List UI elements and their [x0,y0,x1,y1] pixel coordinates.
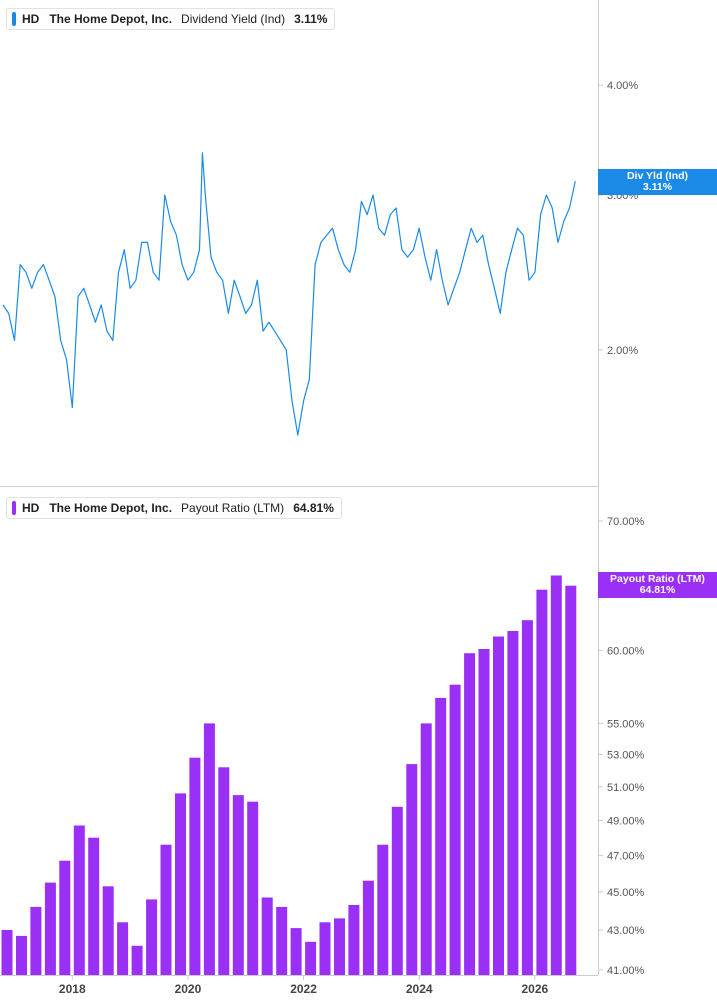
x-tick-label: 2018 [59,982,86,996]
payout-bar [391,806,403,975]
payout-bar [550,575,562,975]
legend-company: The Home Depot, Inc. [49,12,173,26]
yield-flag-value: 3.11% [642,181,673,194]
payout-bar [59,860,71,975]
payout-y-tick-label: 60.00% [607,645,645,657]
payout-bar [478,649,490,975]
x-axis: 2018 2020 2022 2024 2026 [59,975,549,996]
payout-bar [565,585,577,975]
payout-bar [435,697,447,975]
payout-bar [146,899,158,975]
payout-bar [1,930,13,975]
legend-ticker: HD [22,501,40,515]
yield-y-tick-label: 2.00% [607,345,638,357]
payout-bar [218,767,230,975]
payout-y-axis: 70.00% 60.00% 55.00% 53.00% 51.00% 49.00% 47.0… [598,516,645,977]
payout-flag-value: 64.81% [639,583,676,596]
payout-value-flag: Payout Ratio (LTM) 64.81% [598,571,717,598]
x-tick-label: 2024 [406,982,433,996]
legend-value: 3.11% [294,12,328,26]
payout-bar [247,801,259,975]
payout-y-tick-label: 43.00% [607,925,645,937]
yield-y-axis: 4.00%3.00%2.00% [598,80,638,357]
payout-bar [420,723,432,975]
payout-bar [88,837,100,975]
payout-bar [449,684,461,975]
payout-y-tick-label: 55.00% [607,718,645,730]
payout-bar [362,880,374,975]
payout-bar [117,922,129,975]
payout-bar [536,589,548,975]
payout-legend-swatch [12,501,16,515]
payout-bar [493,636,504,975]
dividend-yield-line [2,152,576,436]
payout-bar [175,793,186,975]
yield-legend-swatch [12,12,16,26]
payout-bar [30,906,42,975]
payout-bar [16,935,27,975]
payout-flag-label: Payout Ratio (LTM) [610,572,705,585]
payout-bar [521,620,533,975]
payout-bar [377,844,389,975]
payout-bar [406,764,418,975]
payout-bar [232,795,244,975]
payout-bar [44,882,56,975]
payout-bars [1,575,577,975]
payout-bar [203,723,215,975]
payout-bar [334,918,345,975]
legend-metric: Payout Ratio (LTM) [181,501,285,515]
payout-y-tick-label: 45.00% [607,887,645,899]
yield-value-flag: Div Yld (Ind) 3.11% [598,169,717,196]
legend-company: The Home Depot, Inc. [49,501,173,515]
payout-bar [319,922,331,975]
payout-bar [507,631,519,975]
payout-bar [348,905,360,975]
payout-y-tick-label: 47.00% [607,850,645,862]
payout-y-tick-label: 41.00% [607,965,645,977]
payout-bar [290,928,302,975]
payout-y-tick-label: 51.00% [607,782,645,794]
legend-ticker: HD [22,12,40,26]
yield-y-tick-label: 4.00% [607,80,638,92]
payout-bar [464,653,476,975]
payout-y-tick-label: 49.00% [607,815,645,827]
yield-legend: HD The Home Depot, Inc. Dividend Yield (… [6,8,336,30]
payout-y-tick-label: 53.00% [607,750,645,762]
payout-bar [131,945,143,975]
payout-bar [160,844,172,975]
payout-bar [189,757,201,975]
payout-bar [261,897,273,975]
legend-metric: Dividend Yield (Ind) [181,12,286,26]
x-tick-label: 2020 [175,982,202,996]
payout-bar [73,825,85,975]
payout-bar [276,906,288,975]
payout-y-tick-label: 70.00% [607,516,645,528]
payout-legend: HD The Home Depot, Inc. Payout Ratio (LT… [6,497,342,519]
x-tick-label: 2026 [521,982,548,996]
payout-bar [102,886,114,975]
legend-value: 64.81% [293,501,334,515]
yield-flag-label: Div Yld (Ind) [626,170,689,183]
payout-bar [305,941,317,975]
x-tick-label: 2022 [290,982,317,996]
